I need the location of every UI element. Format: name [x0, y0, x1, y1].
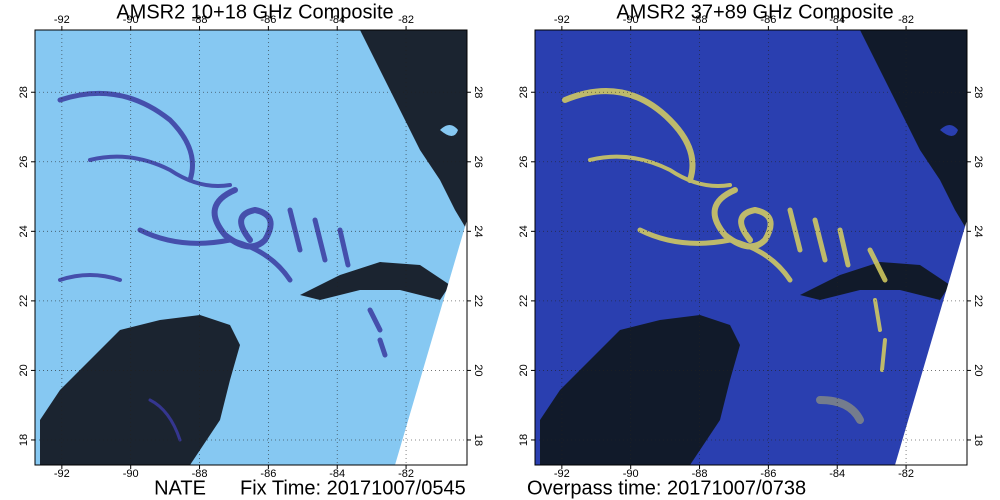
lon-label: -82 — [398, 14, 414, 26]
lat-label: 18 — [518, 434, 530, 446]
overpass-time: Overpass time: 20171007/0738 — [527, 477, 806, 499]
lon-label: -84 — [829, 14, 845, 26]
lat-label: 20 — [18, 364, 30, 376]
lon-label: -92 — [554, 14, 570, 26]
lon-label: -88 — [192, 468, 208, 480]
lat-label: 22 — [472, 295, 484, 307]
lat-label: 20 — [972, 364, 984, 376]
lat-label: 26 — [972, 156, 984, 168]
lat-label: 24 — [18, 225, 30, 237]
lon-label: -88 — [692, 14, 708, 26]
lon-label: -82 — [898, 14, 914, 26]
lat-label: 26 — [18, 156, 30, 168]
lat-label: 26 — [518, 156, 530, 168]
panel-title: AMSR2 37+89 GHz Composite — [616, 1, 893, 23]
lon-label: -84 — [329, 468, 345, 480]
lon-label: -86 — [260, 468, 276, 480]
lat-label: 28 — [972, 86, 984, 98]
map-frame — [34, 29, 468, 466]
lon-label: -82 — [898, 468, 914, 480]
lat-label: 18 — [972, 434, 984, 446]
lat-label: 22 — [972, 295, 984, 307]
lat-label: 20 — [472, 364, 484, 376]
fix-time: Fix Time: 20171007/0545 — [240, 477, 466, 499]
lon-label: -84 — [829, 468, 845, 480]
right-imagery — [535, 30, 967, 465]
storm-name: NATE — [154, 477, 206, 499]
panel-title: AMSR2 10+18 GHz Composite — [116, 1, 393, 23]
lon-label: -92 — [554, 468, 570, 480]
lon-label: -90 — [123, 14, 139, 26]
lat-label: 24 — [972, 225, 984, 237]
lon-label: -88 — [192, 14, 208, 26]
lat-label: 26 — [472, 156, 484, 168]
lon-label: -86 — [760, 468, 776, 480]
map-frame — [534, 29, 968, 466]
left-imagery — [35, 30, 467, 465]
lon-label: -92 — [54, 468, 70, 480]
lat-label: 28 — [472, 86, 484, 98]
lon-label: -90 — [623, 468, 639, 480]
lat-label: 24 — [472, 225, 484, 237]
lon-label: -88 — [692, 468, 708, 480]
lat-label: 18 — [472, 434, 484, 446]
lon-label: -86 — [760, 14, 776, 26]
lat-label: 18 — [18, 434, 30, 446]
lat-label: 22 — [18, 295, 30, 307]
lat-label: 22 — [518, 295, 530, 307]
lat-label: 28 — [18, 86, 30, 98]
lon-label: -84 — [329, 14, 345, 26]
lon-label: -90 — [123, 468, 139, 480]
lon-label: -86 — [260, 14, 276, 26]
lon-label: -82 — [398, 468, 414, 480]
lat-label: 28 — [518, 86, 530, 98]
lon-label: -90 — [623, 14, 639, 26]
lat-label: 20 — [518, 364, 530, 376]
lon-label: -92 — [54, 14, 70, 26]
lat-label: 24 — [518, 225, 530, 237]
